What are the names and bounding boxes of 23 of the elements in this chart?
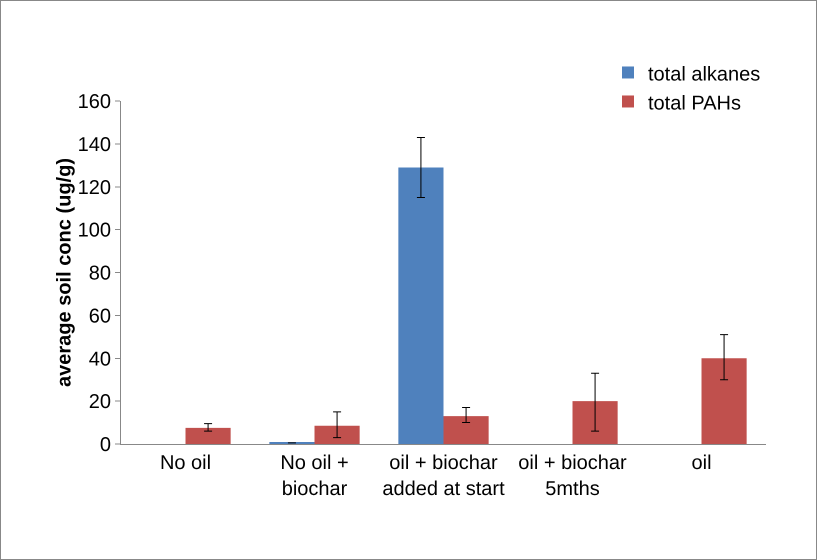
x-tick-label: No oil (160, 452, 212, 474)
y-tick-label: 20 (88, 391, 111, 414)
y-tick-label: 40 (88, 348, 111, 370)
y-tick-label: 140 (78, 134, 111, 156)
bar (444, 416, 489, 444)
bar (186, 428, 231, 444)
bar (702, 358, 747, 444)
y-axis-title: average soil conc (ug/g) (54, 158, 76, 387)
x-tick-label: oil + biochar added at start (382, 452, 506, 500)
y-tick-label: 120 (78, 176, 111, 199)
y-tick-label: 80 (88, 262, 111, 284)
legend-label: total alkanes (648, 63, 760, 86)
bar (572, 401, 618, 444)
bar (314, 426, 360, 444)
x-tick-label: oil (691, 452, 712, 474)
x-tick-label: oil + biochar 5mths (518, 452, 628, 500)
y-tick-label: 60 (88, 305, 111, 328)
y-tick-label: 100 (78, 220, 111, 242)
bar (398, 167, 444, 444)
x-tick-label: No oil + biochar (280, 452, 349, 500)
y-tick-label: 160 (78, 91, 111, 113)
legend-label: total PAHs (648, 92, 741, 114)
y-tick-label: 0 (100, 434, 111, 456)
